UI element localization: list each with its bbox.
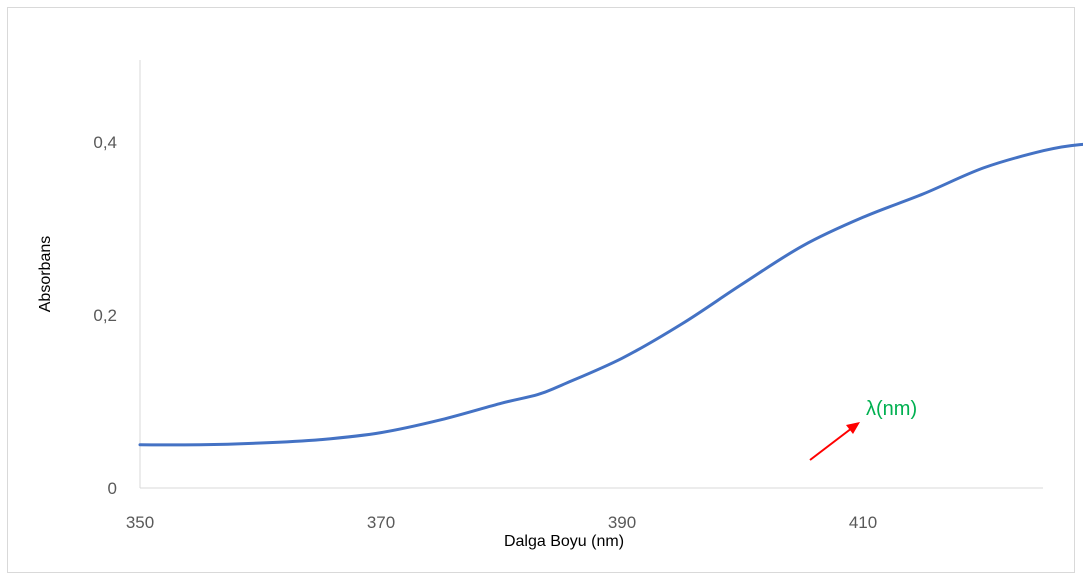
y-axis-title: Absorbans: [37, 236, 54, 313]
x-axis-title: Dalga Boyu (nm): [504, 533, 624, 550]
x-tick-label: 390: [608, 513, 636, 532]
x-tick-label: 370: [367, 513, 395, 532]
y-tick-label: 0,2: [93, 306, 117, 325]
annotation-arrowhead: [846, 422, 860, 434]
y-tick-label: 0,4: [93, 133, 117, 152]
chart-area: [7, 7, 1075, 573]
annotation-arrow: [809, 427, 853, 461]
x-tick-label: 350: [126, 513, 154, 532]
y-tick-label: 0: [108, 479, 117, 498]
x-tick-label: 410: [849, 513, 877, 532]
absorbance-series-line: [138, 142, 1083, 447]
annotation-label: λ(nm): [866, 398, 917, 420]
